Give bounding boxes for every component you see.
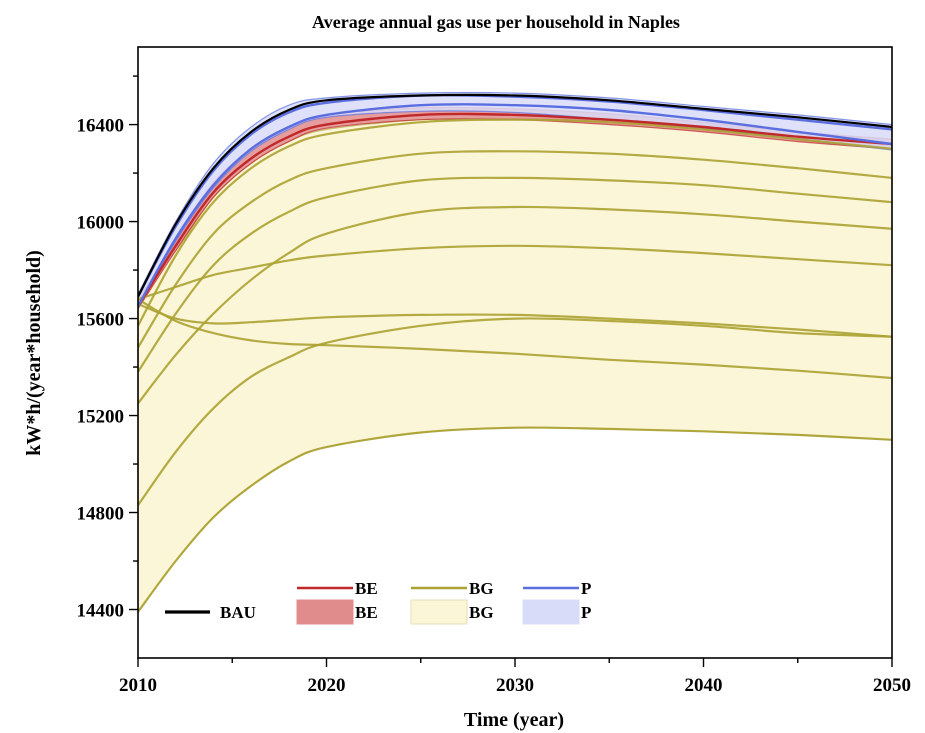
legend-item-be-line: BE — [297, 579, 378, 598]
y-tick-label: 15600 — [77, 310, 125, 331]
legend-item-p-line: P — [523, 579, 591, 598]
series-line-be-9 — [138, 112, 892, 308]
series-line-bg-2 — [138, 298, 892, 380]
x-tick-label: 2020 — [308, 675, 346, 696]
series-line-bg-6 — [138, 176, 892, 373]
y-tick-label: 16400 — [77, 116, 125, 137]
legend-item-bg-band: BG — [410, 599, 494, 625]
y-tick-label: 14800 — [77, 504, 125, 525]
legend: BAU BE BE BG BG PP — [165, 579, 591, 625]
x-tick-label: 2030 — [496, 675, 534, 696]
x-axis-label: Time (year) — [464, 709, 564, 731]
chart-title: Average annual gas use per household in … — [312, 12, 680, 32]
series-line-bg-5 — [138, 205, 892, 405]
plot-area — [138, 91, 892, 613]
legend-label: BG — [469, 579, 494, 598]
legend-item-bg-line: BG — [411, 579, 494, 598]
y-axis-label: kW*h/(year*household) — [23, 250, 45, 456]
series-line-bg-3 — [138, 302, 892, 338]
series-line-bg-1 — [138, 317, 892, 506]
x-tick-label: 2040 — [685, 675, 723, 696]
legend-label: BE — [355, 579, 378, 598]
legend-label: P — [581, 579, 591, 598]
series-line-bg-0 — [138, 426, 892, 613]
series-line-bau-12 — [138, 93, 892, 298]
series-line-bg-7 — [138, 150, 892, 349]
legend-label: BG — [469, 603, 494, 622]
x-tick-label: 2050 — [873, 675, 911, 696]
legend-label: P — [581, 603, 591, 622]
legend-item-p-band: P — [522, 599, 591, 625]
series-line-p-10 — [138, 103, 892, 307]
axes: 2010 2020 2030 2040 2050 14400 14800 15200 15600… — [77, 46, 911, 696]
legend-swatch-bg-band — [410, 599, 468, 625]
x-tick-label: 2010 — [119, 675, 157, 696]
series-line-bg-4 — [138, 244, 892, 301]
y-tick-label: 14400 — [77, 601, 125, 622]
y-tick-label: 15200 — [77, 407, 125, 428]
band-p — [138, 91, 892, 308]
legend-label: BE — [355, 603, 378, 622]
legend-item-be-band: BE — [296, 599, 378, 625]
legend-swatch-p-band — [522, 599, 580, 625]
legend-swatch-be-band — [296, 599, 354, 625]
legend-item-bau-line: BAU — [165, 603, 256, 622]
y-tick-label: 16000 — [77, 213, 125, 234]
legend-label: BAU — [220, 603, 256, 622]
series-line-bg-8 — [138, 118, 892, 327]
plot-inner — [138, 91, 892, 613]
